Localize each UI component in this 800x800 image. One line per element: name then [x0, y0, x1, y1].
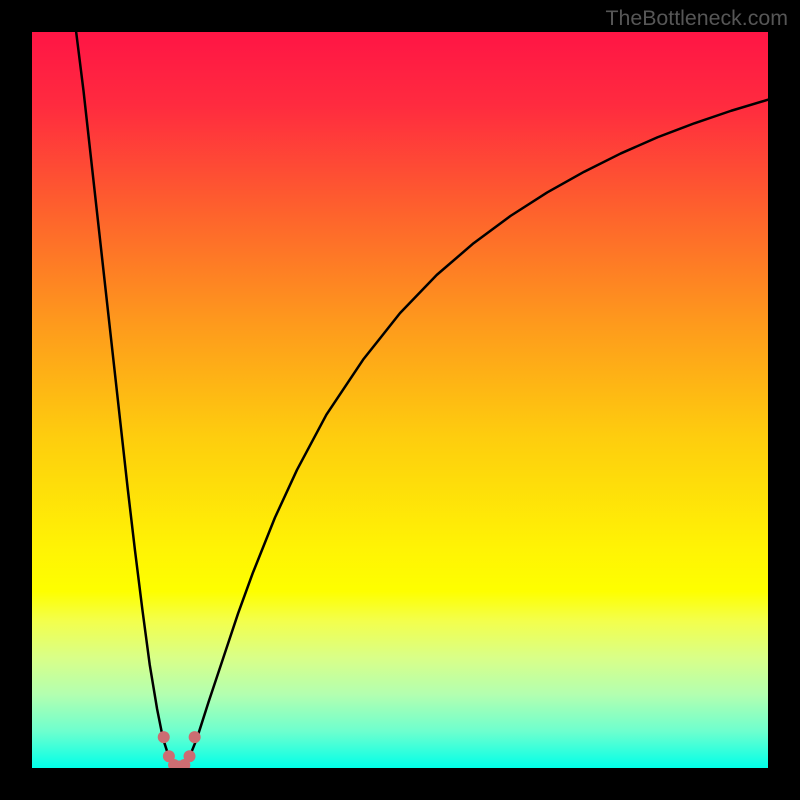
chart-frame-left — [0, 0, 32, 800]
curve-marker — [184, 750, 196, 762]
watermark-text: TheBottleneck.com — [605, 6, 788, 31]
curve-marker — [163, 750, 175, 762]
chart-frame-bottom — [0, 768, 800, 800]
curve-markers — [158, 731, 201, 772]
chart-background-gradient — [32, 32, 768, 768]
curve-marker — [189, 731, 201, 743]
chart-frame-right — [768, 0, 800, 800]
curve-marker — [158, 731, 170, 743]
bottleneck-curve — [76, 32, 768, 767]
bottleneck-chart — [0, 0, 800, 800]
